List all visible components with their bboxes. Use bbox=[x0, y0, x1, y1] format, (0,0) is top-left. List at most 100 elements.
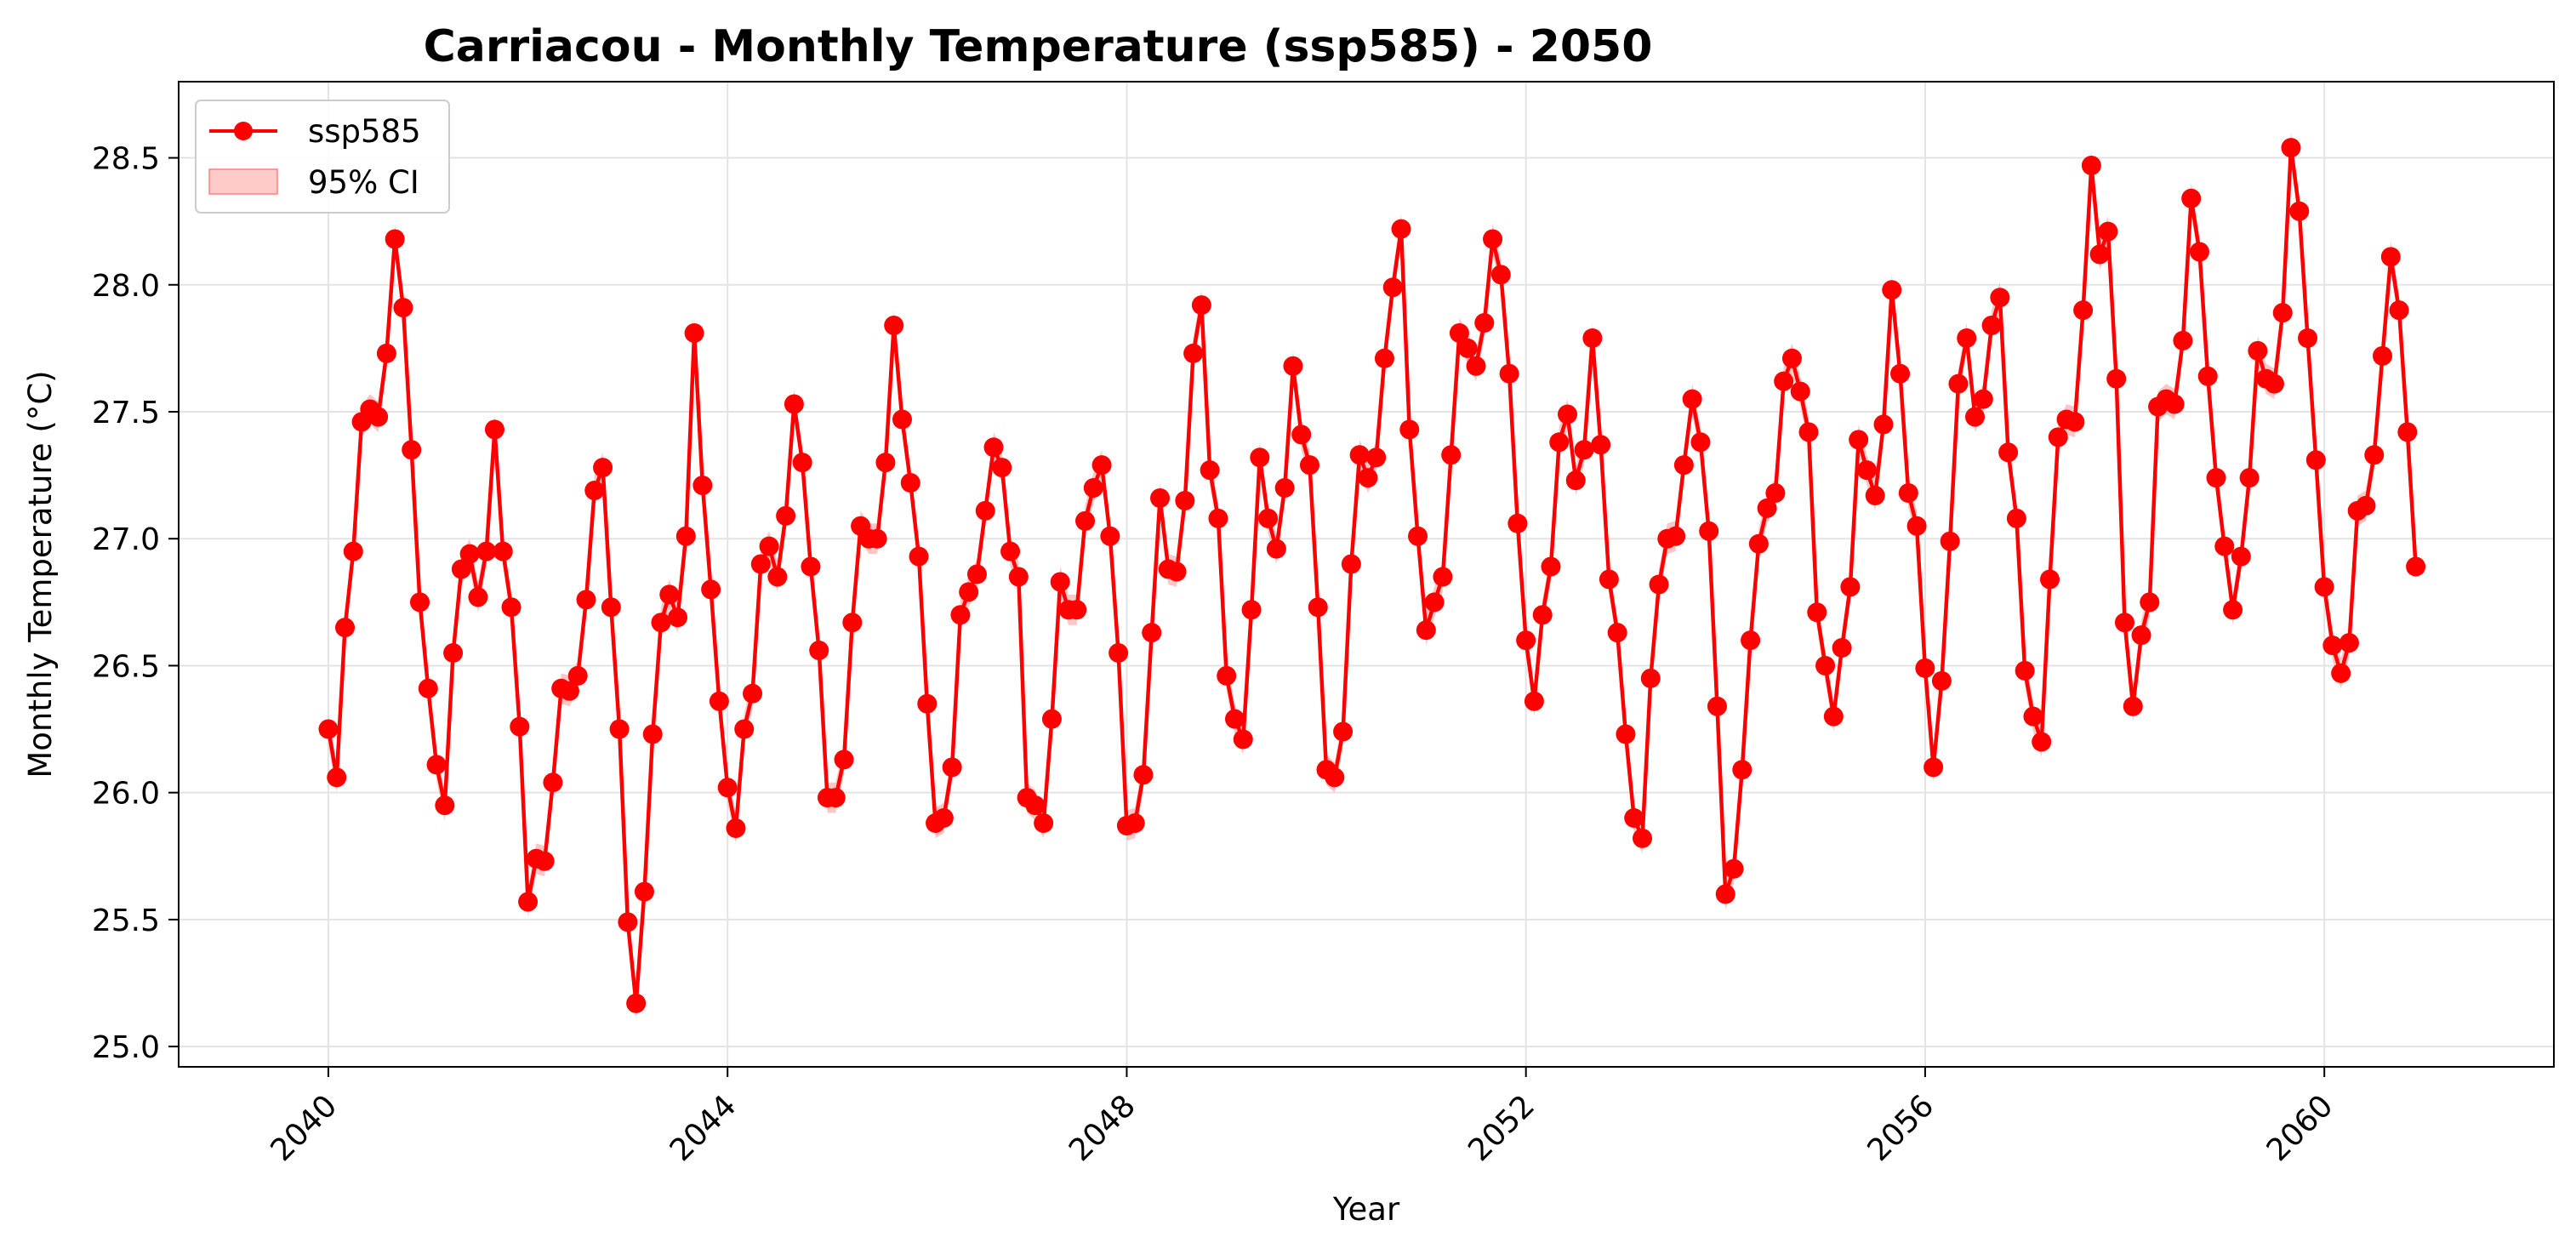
data-point bbox=[892, 409, 912, 430]
data-point bbox=[2281, 138, 2301, 158]
y-tick-label: 27.0 bbox=[92, 522, 160, 557]
data-point bbox=[1008, 567, 1029, 587]
data-point bbox=[2098, 221, 2118, 242]
data-point bbox=[1466, 356, 1486, 376]
data-point bbox=[2089, 244, 2110, 265]
data-point bbox=[2248, 340, 2268, 361]
data-point bbox=[476, 541, 497, 561]
data-point bbox=[2106, 368, 2127, 389]
data-point bbox=[618, 912, 638, 932]
data-point bbox=[1724, 858, 1744, 879]
data-point bbox=[1981, 316, 2002, 336]
data-point bbox=[1266, 539, 1286, 559]
data-point bbox=[1291, 425, 1312, 445]
data-point bbox=[2114, 613, 2134, 633]
data-point bbox=[1183, 343, 1204, 363]
data-point bbox=[825, 788, 846, 808]
data-point bbox=[1923, 757, 1944, 778]
data-point bbox=[1640, 668, 1661, 688]
data-point bbox=[1441, 445, 1462, 465]
data-point bbox=[1741, 630, 1761, 651]
data-point bbox=[1433, 567, 1453, 587]
data-point bbox=[801, 556, 821, 577]
data-point bbox=[1633, 828, 1652, 848]
data-point bbox=[1225, 709, 1245, 729]
data-point bbox=[559, 681, 579, 701]
data-point bbox=[318, 719, 339, 739]
data-point bbox=[2356, 495, 2376, 516]
data-point bbox=[1075, 510, 1096, 531]
y-tick-label: 25.0 bbox=[92, 1030, 160, 1065]
data-point bbox=[792, 453, 812, 473]
y-tick-label: 26.5 bbox=[92, 649, 160, 684]
data-point bbox=[2231, 546, 2251, 567]
data-point bbox=[459, 544, 480, 564]
data-point bbox=[1142, 623, 1162, 643]
data-point bbox=[1424, 592, 1445, 613]
data-point bbox=[1798, 422, 1819, 442]
data-point bbox=[1125, 812, 1145, 833]
data-point bbox=[1558, 404, 1578, 425]
data-point bbox=[601, 597, 621, 618]
data-point bbox=[2006, 508, 2026, 528]
data-point bbox=[743, 683, 763, 704]
data-point bbox=[584, 481, 605, 501]
data-point bbox=[1682, 389, 1702, 409]
data-point bbox=[1483, 229, 1503, 249]
data-point bbox=[1666, 526, 1686, 546]
data-point bbox=[709, 691, 729, 711]
data-point bbox=[576, 590, 596, 610]
y-tick-label: 25.5 bbox=[92, 903, 160, 938]
data-point bbox=[1499, 363, 1519, 384]
data-point bbox=[2305, 450, 2326, 470]
data-point bbox=[1865, 485, 1885, 505]
data-point bbox=[1150, 487, 1171, 508]
data-point bbox=[2214, 536, 2235, 556]
data-point bbox=[1474, 313, 1495, 333]
data-point bbox=[1790, 381, 1810, 402]
data-point bbox=[1233, 729, 1253, 750]
data-point bbox=[966, 564, 987, 584]
data-point bbox=[651, 613, 671, 633]
data-point bbox=[1083, 478, 1103, 499]
data-point bbox=[501, 597, 521, 618]
data-point bbox=[1906, 516, 1927, 536]
data-point bbox=[1041, 709, 1062, 729]
data-point bbox=[1091, 455, 1112, 476]
data-point bbox=[1882, 280, 1902, 300]
series-group bbox=[318, 138, 2426, 1013]
data-point bbox=[518, 892, 539, 912]
data-point bbox=[543, 772, 563, 793]
y-tick-label: 27.5 bbox=[92, 396, 160, 430]
legend-label-series: ssp585 bbox=[308, 113, 421, 150]
data-point bbox=[776, 505, 796, 526]
data-point bbox=[1299, 455, 1319, 476]
data-point bbox=[1025, 795, 1046, 816]
data-point bbox=[1449, 322, 1469, 343]
data-point bbox=[1832, 638, 1852, 658]
data-point bbox=[2197, 366, 2218, 386]
data-point bbox=[2364, 445, 2385, 465]
data-point bbox=[2380, 247, 2401, 267]
data-point bbox=[385, 229, 405, 249]
data-point bbox=[1823, 706, 1844, 727]
data-point bbox=[1034, 812, 1054, 833]
data-point bbox=[900, 473, 920, 493]
data-point bbox=[1873, 414, 1894, 435]
data-point bbox=[1191, 295, 1211, 316]
data-point bbox=[2298, 328, 2318, 348]
data-point bbox=[692, 476, 713, 496]
data-point bbox=[884, 316, 904, 336]
data-point bbox=[1815, 655, 1836, 675]
data-point bbox=[959, 582, 979, 602]
data-point bbox=[327, 767, 347, 788]
data-point bbox=[1490, 265, 1511, 285]
data-point bbox=[1382, 277, 1403, 298]
data-point bbox=[1516, 630, 1536, 651]
data-point bbox=[767, 567, 788, 587]
data-point bbox=[875, 453, 896, 473]
data-point bbox=[2065, 412, 2085, 432]
data-point bbox=[335, 618, 356, 638]
data-point bbox=[1915, 658, 1935, 678]
data-point bbox=[1565, 470, 1586, 491]
